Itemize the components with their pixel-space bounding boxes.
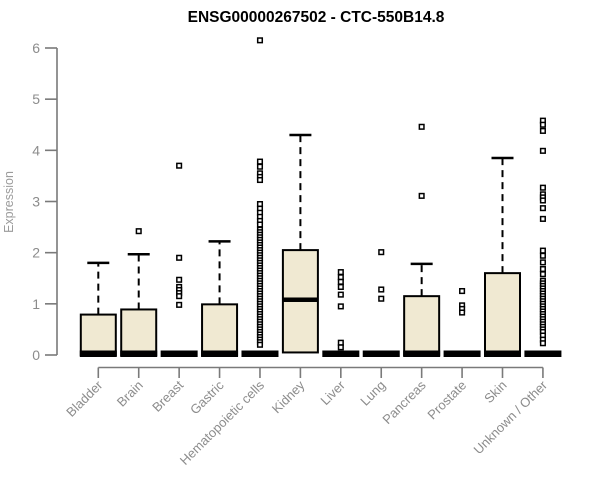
x-tick-label: Skin bbox=[481, 378, 509, 406]
y-tick-label: 0 bbox=[32, 347, 40, 363]
outlier-point bbox=[135, 228, 142, 235]
outlier-point bbox=[337, 303, 344, 310]
outlier-point bbox=[459, 287, 466, 295]
x-tick-label: Kidney bbox=[269, 377, 308, 416]
outlier-point bbox=[539, 197, 546, 204]
x-tick-label: Pancreas bbox=[379, 377, 429, 427]
box-group-kidney bbox=[281, 133, 319, 354]
box-group-bladder bbox=[79, 261, 117, 357]
box-group-pancreas bbox=[403, 123, 441, 357]
box-group-liver bbox=[322, 269, 360, 357]
outlier-point bbox=[459, 309, 466, 316]
x-tick-label: Unknown / Other bbox=[470, 377, 550, 457]
median-line bbox=[79, 350, 117, 357]
outlier-point bbox=[539, 147, 546, 154]
outlier-point bbox=[337, 344, 344, 351]
outlier-point bbox=[256, 163, 264, 170]
outlier-point bbox=[256, 37, 264, 44]
box-group-gastric bbox=[201, 240, 239, 357]
collapsed-box-bar bbox=[241, 350, 279, 357]
median-line bbox=[201, 350, 239, 357]
outlier-point bbox=[256, 341, 264, 348]
y-tick-label: 3 bbox=[32, 194, 40, 210]
x-tick-label: Prostate bbox=[424, 378, 469, 423]
x-tick-label: Gastric bbox=[187, 377, 227, 417]
outlier-point bbox=[539, 265, 546, 273]
box-group-brain bbox=[120, 228, 158, 357]
collapsed-box-bar bbox=[443, 350, 481, 357]
outlier-point bbox=[539, 184, 546, 191]
outlier-point bbox=[256, 221, 264, 228]
collapsed-box-bar bbox=[524, 350, 562, 357]
y-tick-label: 2 bbox=[32, 245, 40, 261]
box-rect bbox=[403, 295, 441, 356]
outlier-point bbox=[418, 192, 425, 199]
outlier-point bbox=[539, 215, 546, 222]
box-group-prostate bbox=[443, 287, 481, 357]
box-rect bbox=[201, 303, 239, 356]
outlier-point bbox=[337, 269, 344, 276]
collapsed-box-bar bbox=[160, 350, 198, 357]
box-group-hematopoietic-cells bbox=[241, 37, 279, 357]
x-tick-label: Liver bbox=[317, 377, 348, 408]
median-line bbox=[403, 350, 441, 357]
outlier-point bbox=[539, 205, 546, 212]
outlier-point bbox=[256, 176, 264, 184]
x-tick-label: Bladder bbox=[63, 377, 106, 420]
box-group-unknown-other bbox=[524, 117, 562, 357]
median-line bbox=[484, 350, 521, 357]
y-tick-label: 1 bbox=[32, 296, 40, 312]
outlier-point bbox=[256, 158, 264, 165]
box-rect bbox=[484, 272, 521, 356]
outlier-point bbox=[539, 121, 546, 128]
median-line bbox=[120, 350, 158, 357]
x-tick-label: Breast bbox=[149, 377, 186, 414]
chart-title: ENSG00000267502 - CTC-550B14.8 bbox=[188, 9, 445, 26]
collapsed-box-bar bbox=[322, 350, 360, 357]
outlier-point bbox=[378, 295, 385, 302]
box-group-lung bbox=[362, 249, 400, 357]
y-tick-label: 5 bbox=[32, 91, 40, 107]
collapsed-box-bar bbox=[362, 350, 400, 357]
box-group-skin bbox=[484, 156, 521, 357]
outlier-point bbox=[337, 283, 344, 290]
outlier-point bbox=[539, 252, 546, 259]
y-tick-label: 4 bbox=[32, 142, 40, 158]
outlier-point bbox=[378, 286, 385, 293]
outlier-point bbox=[176, 162, 183, 169]
outlier-point bbox=[337, 291, 344, 298]
outlier-point bbox=[418, 123, 425, 130]
x-tick-label: Lung bbox=[357, 378, 388, 409]
outlier-point bbox=[176, 276, 183, 283]
y-tick-label: 6 bbox=[32, 40, 40, 56]
outlier-point bbox=[337, 278, 344, 285]
y-axis-label: Expression bbox=[2, 171, 16, 233]
outlier-point bbox=[539, 127, 546, 134]
median-line bbox=[282, 297, 318, 302]
box-group-breast bbox=[160, 162, 198, 357]
outlier-point bbox=[539, 247, 546, 254]
outlier-point bbox=[378, 249, 385, 256]
box-rect bbox=[120, 308, 158, 357]
outlier-point bbox=[539, 340, 546, 347]
outlier-point bbox=[539, 259, 546, 266]
outlier-point bbox=[176, 301, 183, 308]
outlier-point bbox=[539, 271, 546, 278]
box-rect bbox=[79, 313, 117, 357]
x-tick-label: Brain bbox=[114, 378, 146, 410]
outlier-point bbox=[176, 254, 183, 261]
outlier-point bbox=[176, 293, 183, 300]
